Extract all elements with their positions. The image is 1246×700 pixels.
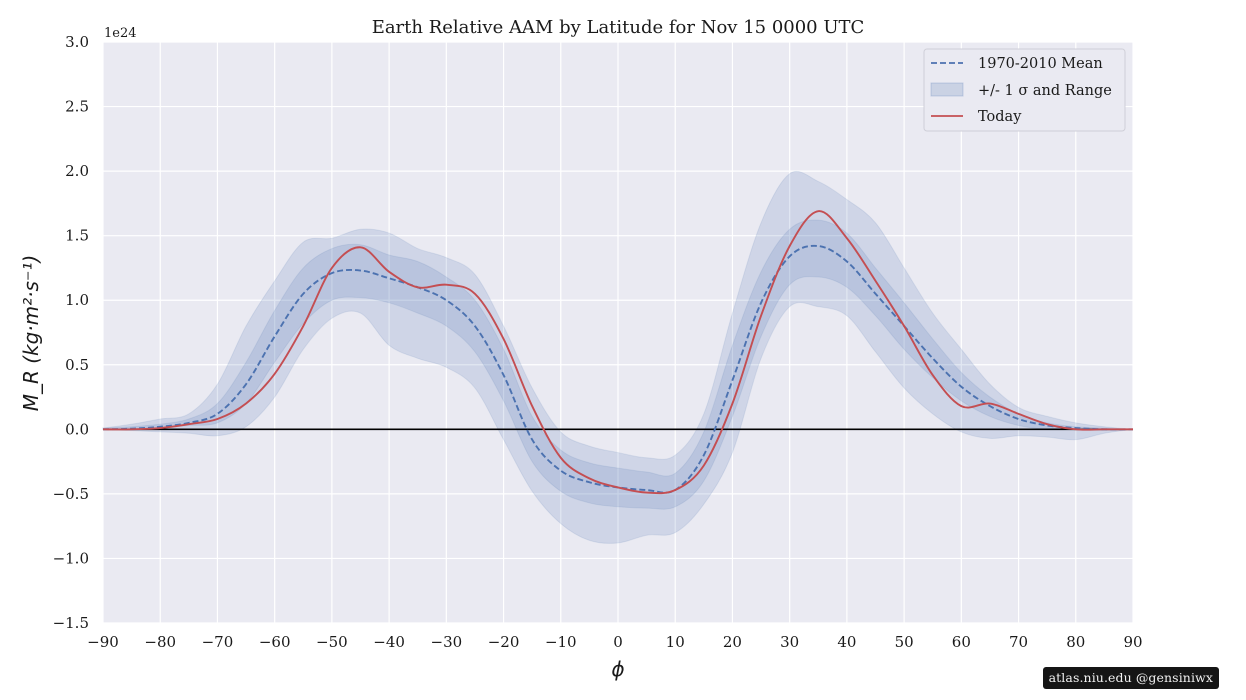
x-tick-label: −10 (545, 633, 577, 651)
x-tick-label: −30 (431, 633, 463, 651)
x-tick-label: 70 (1009, 633, 1028, 651)
x-tick-label: 10 (666, 633, 685, 651)
y-tick-label: 2.5 (65, 98, 89, 116)
legend-today-label: Today (978, 109, 1022, 125)
credit-badge: atlas.niu.edu @gensiniwx (1042, 667, 1219, 689)
y-tick-labels: −1.5 −1.0 −0.5 0.0 0.5 1.0 1.5 2.0 2.5 3.0 (53, 33, 89, 632)
y-tick-label: 3.0 (65, 33, 89, 51)
y-tick-label: 0.0 (65, 420, 89, 438)
y-axis-label: M_R (kg·m²·s⁻¹) (19, 255, 43, 412)
y-tick-label: 2.0 (65, 162, 89, 180)
x-tick-labels: −90 −80 −70 −60 −50 −40 −30 −20 −10 0 10 20 30 40 50 60… (87, 633, 1142, 651)
x-tick-label: 60 (952, 633, 971, 651)
x-tick-label: −70 (202, 633, 234, 651)
legend-band-label: +/- 1 σ and Range (978, 83, 1112, 99)
legend-box (923, 48, 1126, 132)
legend-mean-label: 1970-2010 Mean (978, 56, 1103, 72)
x-tick-label: 30 (780, 633, 799, 651)
y-scale-note: 1e24 (104, 26, 137, 41)
legend: 1970-2010 Mean +/- 1 σ and Range Today (923, 48, 1126, 132)
legend-band-swatch (930, 82, 964, 97)
y-tick-label: −1.0 (53, 549, 89, 567)
y-tick-label: 0.5 (65, 356, 89, 374)
y-tick-label: 1.5 (65, 227, 89, 245)
x-tick-label: −80 (144, 633, 176, 651)
x-tick-label: −20 (488, 633, 520, 651)
grid-lines (102, 41, 1134, 624)
x-tick-label: 50 (895, 633, 914, 651)
x-tick-label: 0 (613, 633, 623, 651)
chart-title: Earth Relative AAM by Latitude for Nov 1… (372, 17, 865, 38)
x-tick-label: 90 (1123, 633, 1142, 651)
x-tick-label: 40 (837, 633, 856, 651)
x-tick-label: 80 (1066, 633, 1085, 651)
today-line (102, 210, 1133, 495)
y-tick-label: −1.5 (53, 614, 89, 632)
y-tick-label: 1.0 (65, 291, 89, 309)
y-tick-label: −0.5 (53, 485, 89, 503)
x-tick-label: −90 (87, 633, 119, 651)
x-tick-label: −60 (259, 633, 291, 651)
x-tick-label: −50 (316, 633, 348, 651)
x-tick-label: 20 (723, 633, 742, 651)
x-axis-label: ϕ (611, 657, 624, 681)
series-lines (102, 210, 1134, 495)
x-tick-label: −40 (373, 633, 405, 651)
